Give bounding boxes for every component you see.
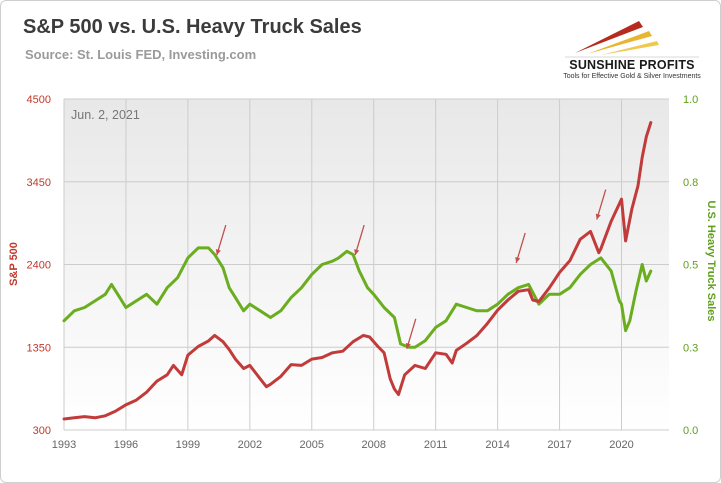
right-y-axis: 0.0 0.3 0.5 0.8 1.0: [683, 94, 698, 437]
x-tick-label: 1999: [176, 439, 200, 451]
right-axis-label: U.S. Heavy Truck Sales: [705, 200, 717, 321]
left-y-axis: 300 1350 2400 3450 4500: [27, 94, 51, 437]
x-tick-label: 2020: [609, 439, 633, 451]
x-tick-label: 1993: [52, 439, 76, 451]
left-y-tick-label: 4500: [27, 94, 51, 106]
chart-title: S&P 500 vs. U.S. Heavy Truck Sales: [23, 16, 362, 38]
arrow-annotations: [215, 189, 607, 350]
x-tick-label: 2002: [238, 439, 262, 451]
left-axis-label: S&P 500: [8, 242, 20, 286]
left-y-tick-label: 1350: [27, 342, 51, 354]
chart-subtitle: Source: St. Louis FED, Investing.com: [25, 47, 257, 62]
right-y-tick-label: 0.5: [683, 260, 698, 272]
x-axis: 1993 1996 1999 2002 2005 2008 2011 2014 2017 2020: [52, 439, 634, 451]
down-arrow-icon: [354, 224, 365, 256]
right-y-tick-label: 1.0: [683, 94, 698, 106]
series-group: [62, 121, 653, 421]
sunshine-profits-logo: SUNSHINE PROFITS Tools for Effective Gol…: [557, 17, 707, 83]
logo-swoosh-icon: [565, 21, 699, 58]
right-y-tick-label: 0.8: [683, 177, 698, 189]
x-tick-label: 2008: [361, 439, 385, 451]
down-arrow-icon: [405, 318, 417, 350]
left-y-tick-label: 300: [33, 425, 51, 437]
down-arrow-icon: [215, 224, 227, 256]
x-tick-label: 2017: [547, 439, 571, 451]
x-tick-label: 1996: [114, 439, 138, 451]
logo-name: SUNSHINE PROFITS: [569, 58, 695, 72]
down-arrow-icon: [595, 189, 607, 220]
annotation-date: Jun. 2, 2021: [71, 108, 140, 122]
x-tick-label: 2014: [485, 439, 509, 451]
x-tick-label: 2005: [300, 439, 324, 451]
left-y-tick-label: 3450: [27, 177, 51, 189]
left-y-tick-label: 2400: [27, 260, 51, 272]
sp500-series-line: [62, 121, 653, 421]
logo-tagline: Tools for Effective Gold & Silver Invest…: [563, 73, 701, 80]
right-y-tick-label: 0.0: [683, 425, 698, 437]
down-arrow-icon: [515, 232, 526, 264]
truck-sales-series-line: [62, 246, 653, 349]
right-y-tick-label: 0.3: [683, 342, 698, 354]
x-tick-label: 2011: [424, 439, 448, 451]
grid: [63, 98, 669, 431]
